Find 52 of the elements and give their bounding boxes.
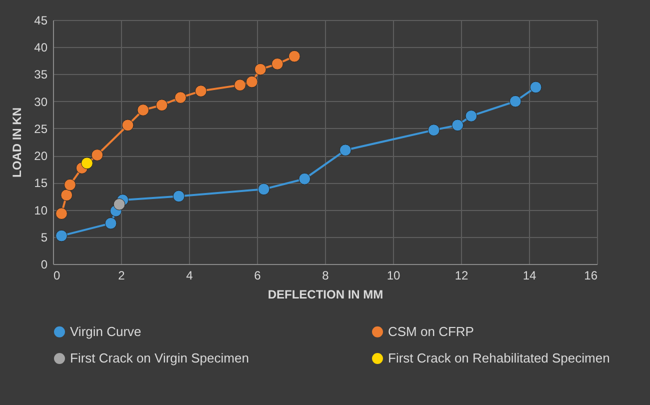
point (104, 217, 117, 230)
y-tick-label: 10 (34, 203, 48, 218)
point (172, 190, 185, 202)
point (530, 81, 542, 94)
x-tick-label: 2 (118, 268, 126, 282)
y-tick-label: 40 (34, 40, 48, 55)
y-tick-label: 35 (34, 68, 48, 82)
point (258, 183, 270, 196)
point (288, 50, 300, 62)
point (298, 172, 311, 185)
y-tick-label: 30 (34, 94, 48, 109)
x-tick-label: 0 (54, 268, 60, 282)
point (271, 58, 284, 70)
x-tick-label: 6 (254, 268, 262, 282)
y-tick-label: 20 (34, 149, 48, 164)
y-tick-label: 15 (34, 176, 48, 190)
x-tick-label: 14 (522, 268, 536, 282)
point (465, 110, 478, 122)
point (122, 119, 134, 132)
point (509, 95, 522, 108)
y-axis-title: LOAD IN KN (10, 108, 24, 178)
point (234, 79, 246, 92)
legend-label: First Crack on Rehabilitated Specimen (388, 350, 610, 366)
point (56, 208, 68, 220)
y-tick-label: 45 (34, 14, 48, 28)
point (428, 124, 440, 136)
x-tick-label: 10 (386, 268, 400, 282)
point (64, 178, 76, 191)
point (339, 144, 352, 156)
x-tick-label: 12 (454, 268, 468, 282)
point (194, 85, 207, 97)
legend-label: CSM on CFRP (388, 324, 474, 339)
point (81, 157, 93, 170)
x-tick-label: 16 (584, 268, 598, 282)
x-axis-title: DEFLECTION IN MM (268, 288, 384, 302)
point (137, 104, 150, 116)
point (452, 119, 464, 132)
legend-label: First Crack on Virgin Specimen (70, 350, 249, 366)
point (113, 198, 126, 210)
point (174, 92, 186, 104)
point (91, 149, 104, 161)
legend-label: Virgin Curve (70, 324, 142, 339)
point (254, 63, 266, 76)
point (56, 230, 68, 242)
x-tick-label: 4 (186, 268, 194, 282)
x-tick-label: 8 (322, 268, 330, 282)
y-tick-label: 0 (40, 258, 48, 272)
point (156, 99, 168, 112)
point (60, 189, 73, 202)
y-tick-label: 25 (34, 122, 48, 136)
point (246, 76, 258, 88)
y-tick-label: 5 (40, 230, 48, 244)
